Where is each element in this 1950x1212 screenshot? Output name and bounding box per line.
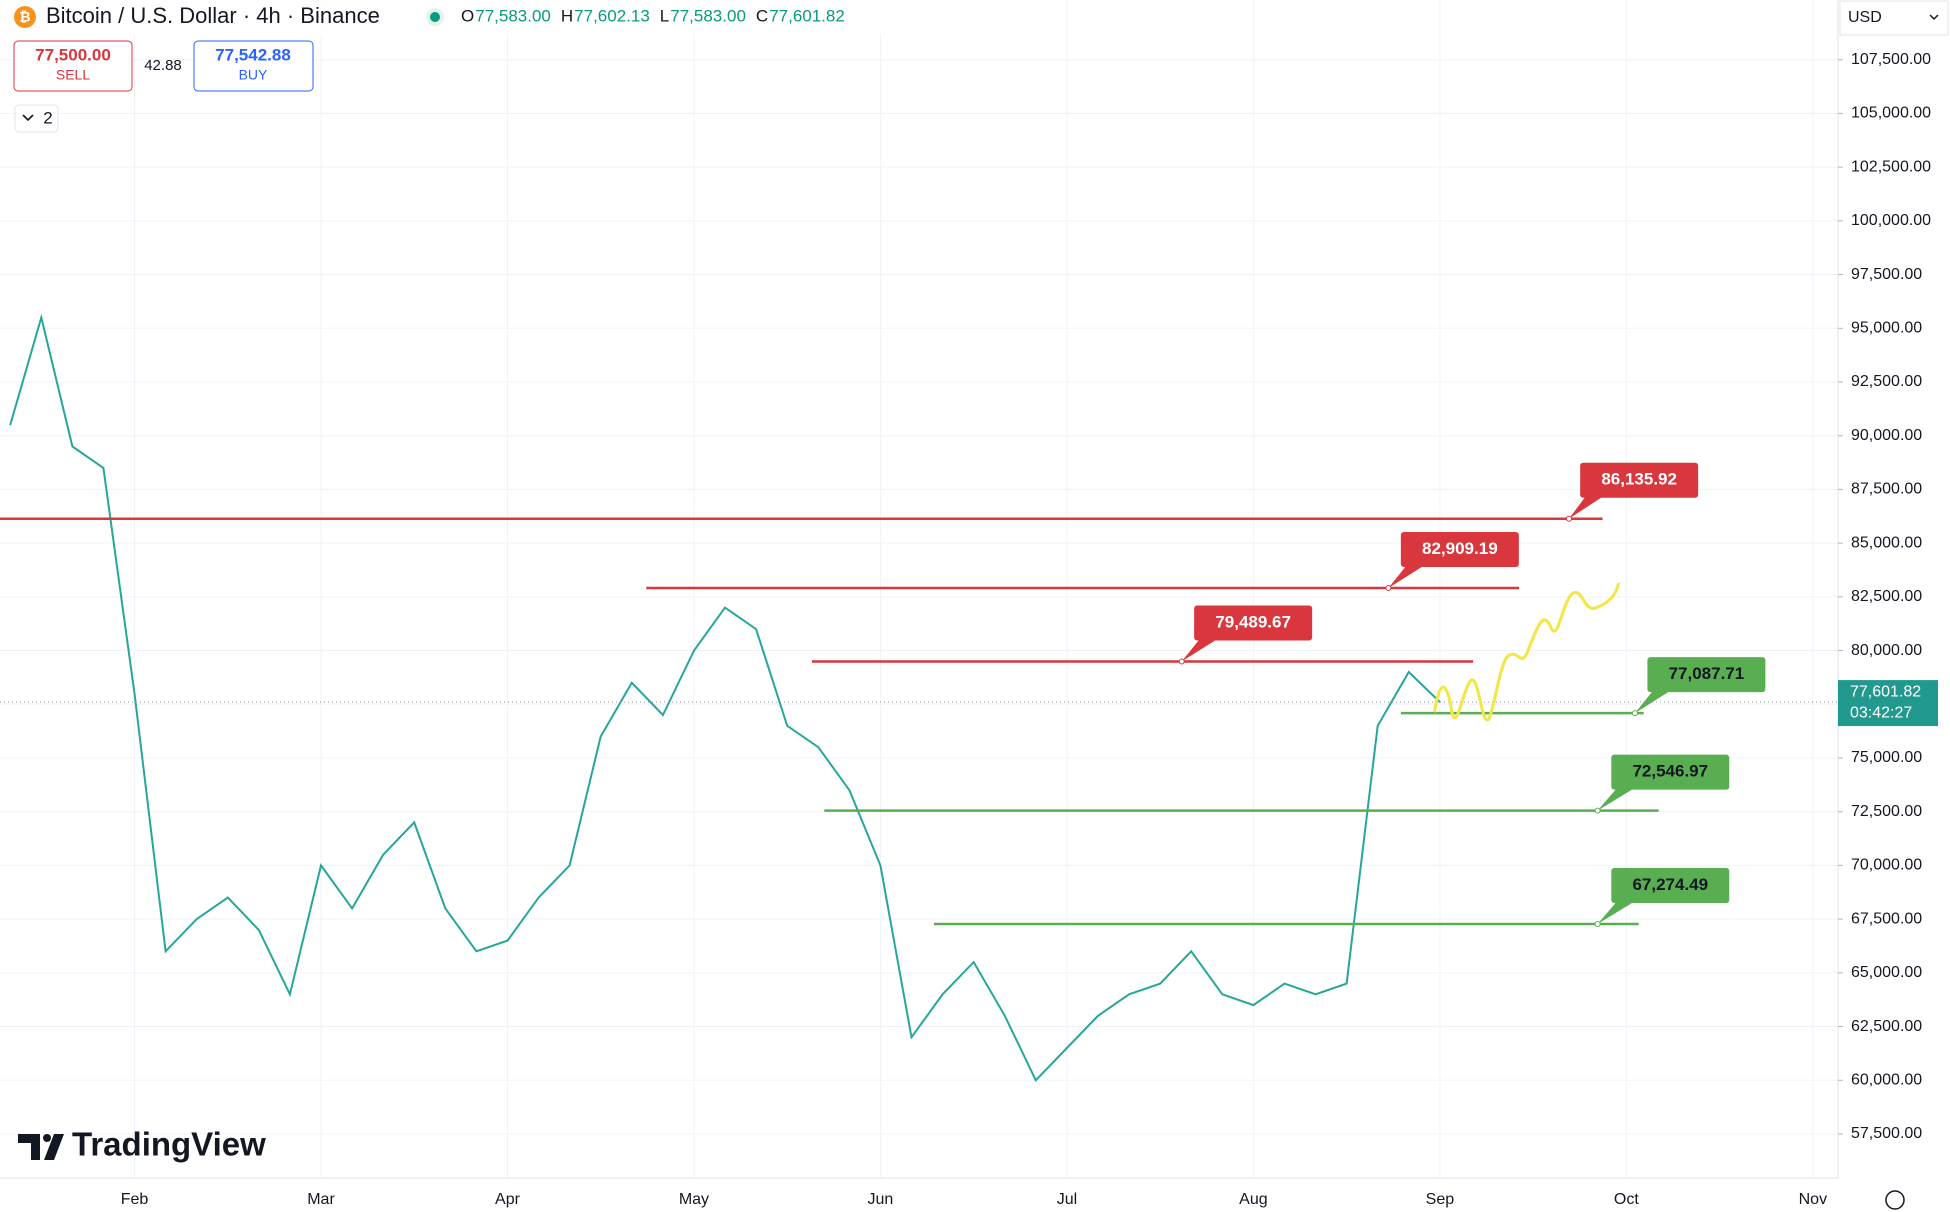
ohlc-key: L <box>660 6 669 25</box>
x-tick-label: Jul <box>1057 1191 1077 1208</box>
level-label: 72,546.97 <box>1632 762 1708 781</box>
ohlc-key: O <box>461 6 474 25</box>
y-tick-label: 92,500.00 <box>1851 373 1922 390</box>
level-label: 67,274.49 <box>1632 875 1708 894</box>
ohlc-value: 77,583.00 <box>475 6 551 25</box>
buy-button[interactable] <box>193 40 314 92</box>
level-label: 79,489.67 <box>1215 613 1291 632</box>
spread: 42.88 <box>144 57 182 74</box>
x-tick-label: Oct <box>1614 1191 1639 1208</box>
settings-icon[interactable] <box>1885 1190 1905 1210</box>
watermark: TradingView <box>72 1126 266 1163</box>
price-line <box>9 313 1441 1083</box>
y-tick-label: 87,500.00 <box>1851 481 1922 498</box>
x-tick-label: Mar <box>307 1191 335 1208</box>
buy-price: 77,542.88 <box>215 45 291 64</box>
sell-button[interactable] <box>13 40 133 92</box>
level-label-box <box>1400 532 1519 568</box>
sell-price: 77,500.00 <box>35 45 111 64</box>
level-label-box <box>1194 605 1313 641</box>
time-axis-panel <box>0 1178 1950 1212</box>
y-tick-label: 97,500.00 <box>1851 266 1922 283</box>
level-anchor <box>1594 807 1601 814</box>
y-tick-label: 82,500.00 <box>1851 588 1922 605</box>
y-tick-label: 107,500.00 <box>1851 51 1931 68</box>
y-tick-label: 90,000.00 <box>1851 427 1922 444</box>
y-tick-label: 57,500.00 <box>1851 1125 1922 1142</box>
x-tick-label: Apr <box>495 1191 521 1208</box>
axes-layer: 57,500.00 60,000.00 62,500.00 65,000.00 67,5… <box>121 51 1938 1208</box>
ohlc-key: H <box>561 6 573 25</box>
x-tick-label: May <box>679 1191 709 1208</box>
currency-selector[interactable] <box>1839 0 1949 36</box>
level-label-box <box>1611 867 1730 903</box>
sell-label: SELL <box>56 67 90 83</box>
x-tick-label: Nov <box>1799 1191 1827 1208</box>
status-dot <box>430 12 440 22</box>
y-tick-label: 102,500.00 <box>1851 158 1931 175</box>
indicators-count: 2 <box>43 108 52 127</box>
tv-logo <box>18 1134 64 1160</box>
indicators-toggle[interactable] <box>14 104 59 133</box>
price-axis-panel <box>1838 0 1950 1212</box>
y-tick-label: 70,000.00 <box>1851 857 1922 874</box>
countdown: 03:42:27 <box>1850 704 1912 721</box>
y-tick-label: 75,000.00 <box>1851 749 1922 766</box>
level-anchor <box>1385 585 1392 592</box>
chevron <box>22 114 34 122</box>
ohlc-value: 77,583.00 <box>670 6 746 25</box>
y-tick-label: 105,000.00 <box>1851 105 1931 122</box>
level-label-box <box>1647 657 1766 693</box>
y-tick-label: 67,500.00 <box>1851 910 1922 927</box>
btc-icon <box>14 6 36 28</box>
level-label: 82,909.19 <box>1422 539 1498 558</box>
x-tick-label: Aug <box>1239 1191 1267 1208</box>
y-tick-label: 100,000.00 <box>1851 212 1931 229</box>
level-pointer <box>1568 495 1605 519</box>
level-label-box <box>1580 462 1699 498</box>
btc-icon-glyph: ₿ <box>19 9 30 25</box>
last-price-label: 77,601.82 <box>1850 683 1921 700</box>
y-tick-label: 72,500.00 <box>1851 803 1922 820</box>
header-bg <box>0 0 900 34</box>
level-label: 77,087.71 <box>1669 664 1745 683</box>
last-price-tag <box>1838 680 1938 727</box>
level-anchor <box>1178 658 1185 665</box>
plot-layer: 86,135.92 82,909.19 79,489.67 77,087.71 72,5… <box>0 313 1838 1083</box>
ohlc-value: 77,601.82 <box>769 6 845 25</box>
y-tick-label: 85,000.00 <box>1851 534 1922 551</box>
x-tick-label: Sep <box>1426 1191 1455 1208</box>
y-tick-label: 60,000.00 <box>1851 1071 1922 1088</box>
y-tick-label: 62,500.00 <box>1851 1018 1922 1035</box>
x-tick-label: Jun <box>868 1191 894 1208</box>
y-tick-label: 65,000.00 <box>1851 964 1922 981</box>
ohlc-key: C <box>756 6 768 25</box>
buy-label: BUY <box>239 67 268 83</box>
tv-logo-dot <box>43 1134 51 1142</box>
level-pointer <box>1388 565 1425 589</box>
currency: USD <box>1848 9 1882 26</box>
projection-drawing <box>1432 582 1621 722</box>
y-tick-label: 95,000.00 <box>1851 320 1922 337</box>
level-pointer <box>1634 690 1672 714</box>
level-pointer <box>1597 787 1636 811</box>
level-label: 86,135.92 <box>1601 470 1677 489</box>
level-pointer <box>1181 638 1219 662</box>
level-anchor <box>1565 515 1572 522</box>
y-tick-label: 80,000.00 <box>1851 642 1922 659</box>
ohlc: O 77,583.00 H 77,602.13 L 77,583.00 C 77,601.82 <box>461 6 845 25</box>
level-anchor <box>1631 710 1638 717</box>
level-anchor <box>1594 920 1601 927</box>
symbol-title: Bitcoin / U.S. Dollar · 4h · Binance <box>46 3 380 28</box>
level-label-box <box>1611 754 1730 790</box>
ohlc-value: 77,602.13 <box>574 6 650 25</box>
level-pointer <box>1597 900 1636 924</box>
currency-chevron <box>1929 14 1939 21</box>
x-tick-label: Feb <box>121 1191 149 1208</box>
